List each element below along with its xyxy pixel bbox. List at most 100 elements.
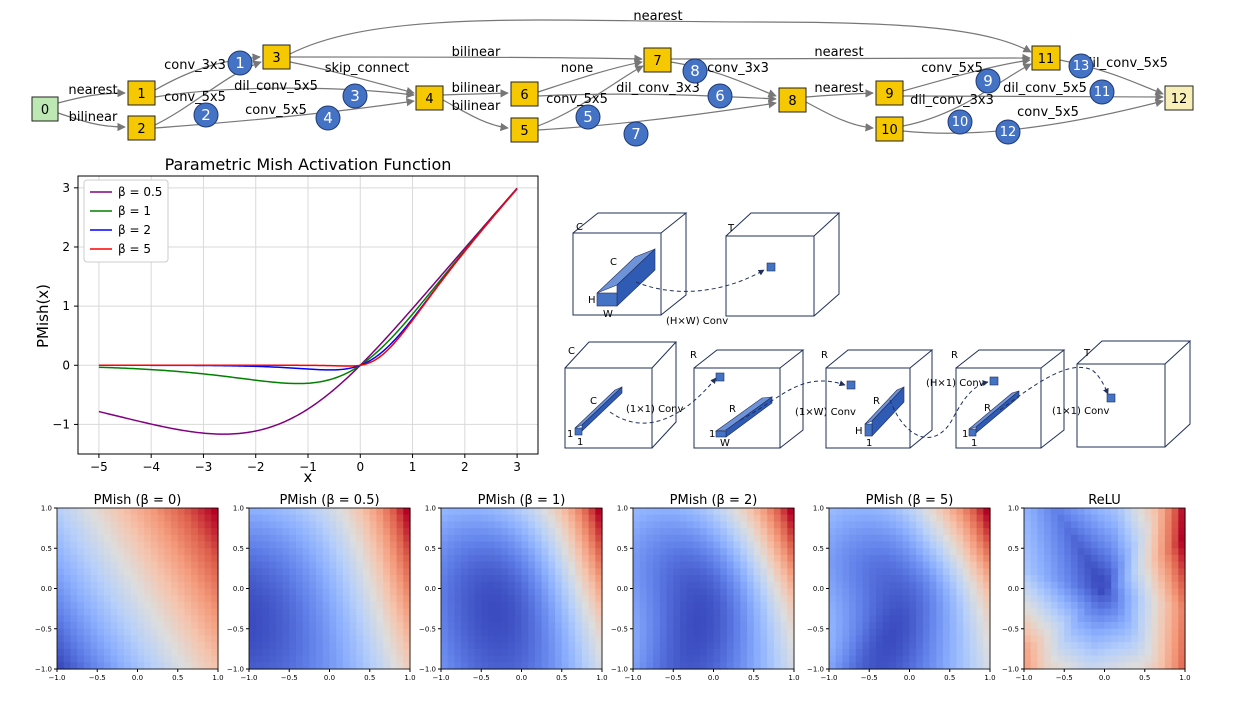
heatmap-cell — [97, 648, 105, 657]
heatmap-cell — [686, 554, 694, 563]
heatmap-cell — [943, 608, 951, 616]
heatmap-cell — [949, 548, 958, 556]
heatmap-cell — [575, 528, 583, 536]
heatmap-cell — [780, 662, 788, 670]
heatmap-cell — [849, 595, 857, 603]
heatmap-cell — [1171, 655, 1179, 663]
x-tick-label: −5 — [90, 460, 108, 474]
heatmap-cell — [184, 575, 192, 583]
heatmap-cell — [255, 622, 264, 630]
heatmap-cell — [862, 541, 870, 549]
heatmap-cell — [514, 615, 523, 623]
heatmap-cell — [275, 561, 284, 569]
heatmap-cell — [1151, 628, 1159, 637]
heatmap-cell — [164, 514, 172, 523]
heatmap-cell — [356, 541, 364, 549]
heatmap-cell — [869, 568, 877, 576]
heatmap-cell — [389, 608, 398, 616]
heatmap-cell — [191, 595, 199, 603]
heatmap-cell — [568, 615, 576, 623]
heatmap-cell — [255, 568, 264, 576]
heatmap-cell — [706, 655, 715, 663]
heatmap-cell — [679, 528, 688, 536]
heatmap-cell — [896, 514, 904, 523]
heatmap-cell — [653, 628, 661, 637]
heatmap-cell — [653, 534, 661, 543]
heatmap-cell — [555, 548, 563, 556]
heatmap-cell — [639, 561, 648, 569]
heatmap-cell — [875, 541, 884, 549]
heatmap-cell — [983, 514, 991, 523]
heatmap-cell — [949, 534, 958, 543]
heatmap-cell — [673, 548, 681, 556]
heatmap-cell — [943, 521, 951, 529]
heatmap-cell — [289, 548, 297, 556]
heatmap-cell — [1117, 655, 1126, 663]
heatmap-cell — [441, 554, 449, 563]
heatmap-cell — [295, 541, 304, 549]
heatmap-cell — [1138, 575, 1146, 583]
kernel-label: H — [855, 426, 863, 437]
heatmap-cell — [1070, 514, 1079, 523]
node-1: 1 — [127, 80, 156, 106]
heatmap-cell — [842, 508, 850, 516]
heatmap-cell — [943, 514, 951, 523]
heatmap-cell — [1084, 528, 1092, 536]
heatmap-cell — [646, 628, 654, 637]
heatmap-cell — [889, 622, 897, 630]
heatmap-cell — [1117, 534, 1126, 543]
heatmap-cell — [1131, 554, 1139, 563]
y-tick-label: −0.5 — [1002, 625, 1019, 633]
heatmap-cell — [639, 581, 648, 590]
heatmap-cell — [1124, 595, 1132, 603]
heatmap-cell — [57, 662, 65, 670]
heatmap-cell — [773, 534, 782, 543]
heatmap-cell — [396, 568, 404, 576]
heatmap-cell — [1084, 642, 1092, 650]
heatmap-cell — [889, 662, 897, 670]
heatmap-cell — [1111, 581, 1119, 590]
heatmap-cell — [1111, 648, 1119, 657]
heatmap-cell — [568, 608, 576, 616]
heatmap-cell — [633, 615, 641, 623]
heatmap-cell — [144, 554, 152, 563]
heatmap-cell — [693, 568, 701, 576]
heatmap-cell — [561, 568, 570, 576]
heatmap-cell — [835, 662, 844, 670]
heatmap-cell — [1117, 608, 1126, 616]
marker-8: 8 — [682, 58, 708, 84]
heatmap-cell — [767, 575, 775, 583]
heatmap-cell — [1037, 642, 1045, 650]
heatmap-cell — [963, 588, 971, 596]
heatmap-cell — [568, 514, 576, 523]
heatmap-cell — [875, 648, 884, 657]
heatmap-cell — [922, 528, 931, 536]
heatmap-cell — [829, 568, 837, 576]
heatmap-cell — [659, 588, 668, 596]
heatmap-cell — [929, 628, 937, 637]
heatmap-cell — [137, 554, 145, 563]
heatmap-cell — [1124, 541, 1132, 549]
heatmap-cell — [949, 662, 958, 670]
heatmap-cell — [1158, 615, 1166, 623]
heatmap-cell — [454, 521, 462, 529]
heatmap-cell — [909, 642, 917, 650]
heatmap-cell — [767, 622, 775, 630]
y-tick-label: 1.0 — [813, 505, 824, 513]
heatmap-cell — [83, 655, 92, 663]
heatmap-cell — [447, 662, 456, 670]
heatmap-cell — [568, 548, 576, 556]
heatmap-cell — [1030, 548, 1039, 556]
heatmap-cell — [787, 575, 795, 583]
heatmap-cell — [1097, 534, 1106, 543]
heatmap-cell — [514, 642, 523, 650]
heatmap-cell — [1024, 568, 1032, 576]
heatmap-cell — [936, 521, 944, 529]
heatmap-cell — [686, 568, 694, 576]
heatmap-cell — [454, 528, 462, 536]
heatmap-cell — [1037, 521, 1045, 529]
heatmap-cell — [760, 534, 768, 543]
heatmap-cell — [144, 528, 152, 536]
marker-3: 3 — [342, 83, 368, 109]
heatmap-cell — [1178, 575, 1186, 583]
